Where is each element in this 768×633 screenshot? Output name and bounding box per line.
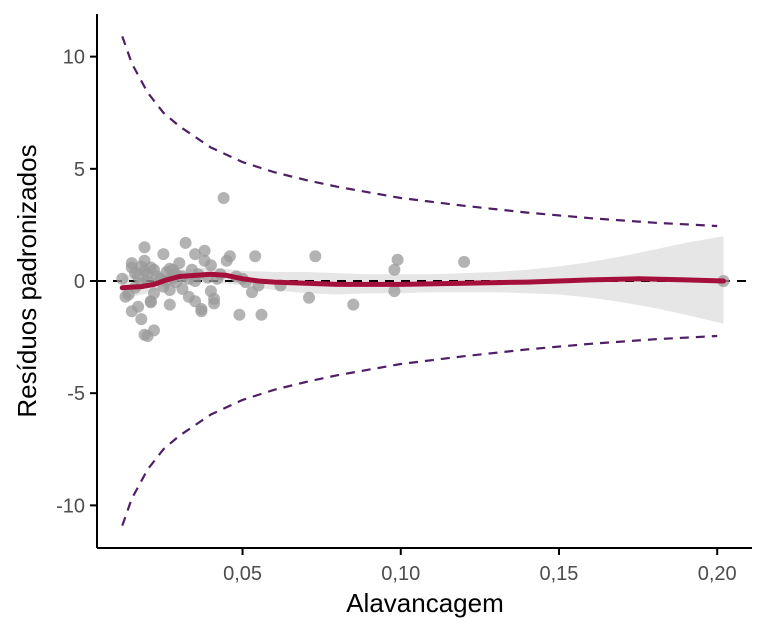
residual-point — [309, 250, 322, 263]
smooth-curve-layer — [119, 271, 726, 291]
y-axis-title: Resíduos padronizados — [12, 144, 42, 417]
residual-point — [195, 305, 208, 318]
residual-point — [116, 272, 129, 285]
residual-point — [388, 263, 401, 276]
y-tick-label: -10 — [56, 495, 85, 517]
residual-point — [249, 250, 262, 263]
residual-point — [148, 287, 160, 300]
residual-point — [233, 308, 246, 321]
cook-distance-bounds-layer — [121, 36, 718, 526]
residual-point — [163, 298, 176, 311]
residual-point — [255, 308, 268, 321]
x-tick-label: 0,20 — [698, 563, 737, 585]
x-tick-label: 0,10 — [381, 563, 420, 585]
y-tick-label: 0 — [74, 271, 85, 293]
residual-point — [458, 255, 471, 268]
confidence-band-layer — [122, 236, 724, 324]
cook-bound-upper — [121, 36, 718, 228]
y-tick-label: -5 — [67, 383, 85, 405]
x-axis-title: Alavancagem — [346, 588, 504, 618]
x-tick-label: 0,05 — [223, 563, 262, 585]
residual-point — [179, 236, 192, 249]
residual-point — [135, 313, 148, 326]
confidence-band — [122, 236, 724, 324]
cook-bound-lower — [121, 334, 718, 526]
residual-point — [198, 244, 211, 257]
residual-point — [132, 300, 145, 313]
residual-point — [157, 248, 170, 261]
residual-point — [138, 241, 151, 254]
residual-point — [388, 285, 401, 298]
y-tick-label: 5 — [74, 159, 85, 181]
y-ticks-layer: 10 5 0 -5 -10 — [56, 47, 97, 517]
residual-point — [208, 297, 221, 310]
x-ticks-layer: 0,05 0,10 0,15 0,20 — [223, 548, 737, 585]
residual-point — [144, 296, 157, 309]
residual-point — [347, 298, 360, 311]
y-tick-label: 10 — [63, 47, 85, 69]
residual-point — [303, 291, 315, 304]
residual-point — [173, 257, 186, 270]
residual-point — [217, 192, 230, 204]
x-tick-label: 0,15 — [540, 563, 579, 585]
residual-point — [223, 250, 236, 263]
residual-point — [148, 324, 160, 337]
residual-point — [204, 259, 217, 272]
smooth-curve — [119, 271, 726, 291]
residual-point — [391, 253, 404, 266]
residual-point — [189, 248, 202, 261]
